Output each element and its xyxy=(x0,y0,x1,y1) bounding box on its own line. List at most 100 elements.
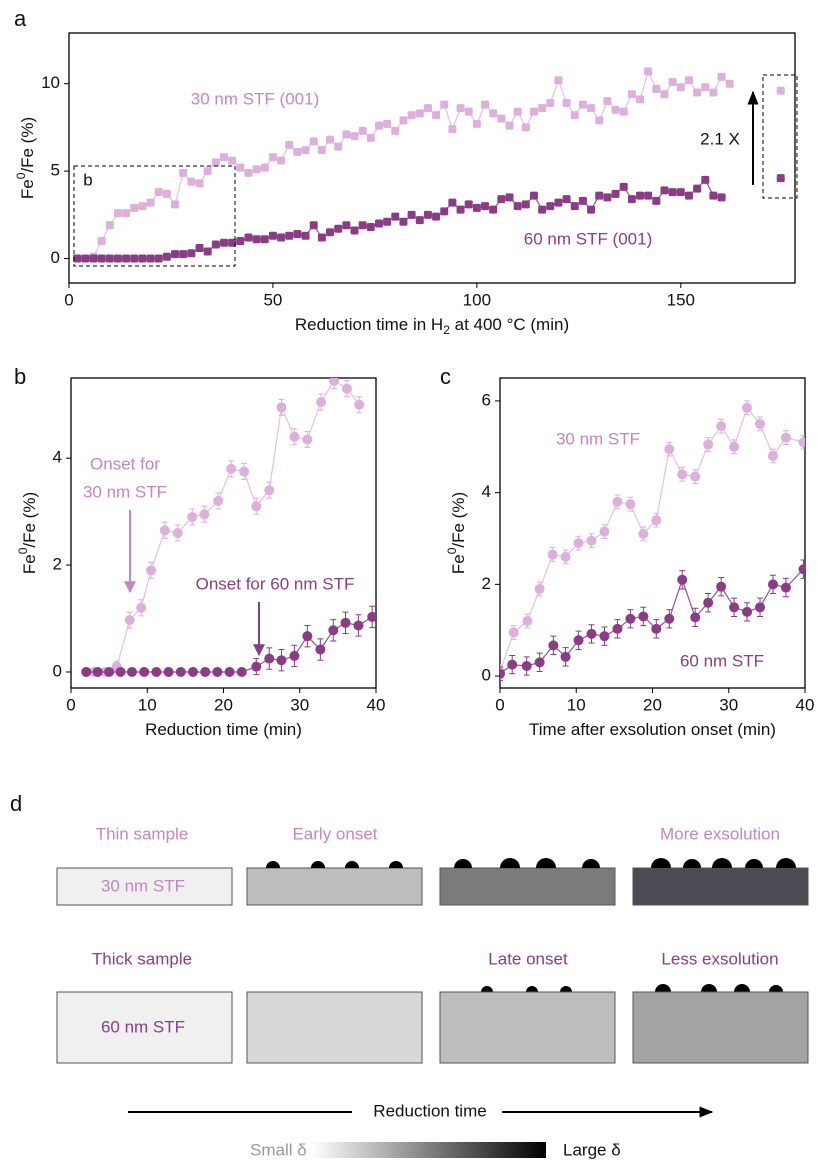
film xyxy=(56,991,233,1064)
data-point xyxy=(489,109,498,118)
summary-box xyxy=(762,74,798,199)
data-point xyxy=(302,434,313,445)
data-point xyxy=(175,666,186,677)
data-point xyxy=(481,100,490,109)
sample-label: 60 nm STF xyxy=(101,1017,185,1036)
gradient-bar xyxy=(312,1142,546,1158)
data-point xyxy=(464,107,473,116)
data-point xyxy=(780,582,791,593)
y-tick-label: 10 xyxy=(41,73,60,92)
y-label-sup: 0 xyxy=(16,547,30,554)
data-point xyxy=(252,165,261,174)
y-tick-label: 0 xyxy=(53,661,62,680)
data-point xyxy=(562,195,571,204)
data-point xyxy=(92,666,103,677)
y-axis-label: Fe0/Fe (%) xyxy=(14,117,37,199)
data-point xyxy=(690,471,701,482)
x-label-part: at 400 °C (min) xyxy=(450,315,569,334)
film xyxy=(56,867,233,906)
data-point xyxy=(285,231,294,240)
panel-label: b xyxy=(14,364,26,389)
data-point xyxy=(547,549,558,560)
data-point xyxy=(701,83,710,92)
film xyxy=(439,991,616,1064)
data-point xyxy=(340,617,351,628)
data-point xyxy=(780,432,791,443)
data-point xyxy=(277,233,286,242)
data-point xyxy=(277,156,286,165)
x-label-part: Time after exsolution onset (min) xyxy=(529,720,776,739)
annotation: 30 nm STF xyxy=(83,482,167,501)
data-point xyxy=(521,660,532,671)
data-point xyxy=(236,163,245,172)
data-point xyxy=(154,188,163,197)
data-point xyxy=(560,551,571,562)
data-point xyxy=(199,509,210,520)
data-point xyxy=(289,431,300,442)
x-tick-label: 0 xyxy=(66,695,75,714)
data-point xyxy=(717,72,726,81)
data-point xyxy=(554,76,563,85)
y-label-part: Fe xyxy=(449,554,468,574)
data-point xyxy=(684,191,693,200)
data-point xyxy=(554,198,563,207)
data-point xyxy=(415,109,424,118)
y-tick-label: 4 xyxy=(482,482,491,501)
data-point xyxy=(124,615,135,626)
data-point xyxy=(276,402,287,413)
data-point xyxy=(716,421,727,432)
x-tick-label: 50 xyxy=(263,290,282,309)
data-point xyxy=(264,485,275,496)
y-tick-label: 6 xyxy=(482,390,491,409)
data-point xyxy=(315,644,326,655)
data-point xyxy=(644,191,653,200)
data-point xyxy=(668,188,677,197)
data-point xyxy=(188,666,198,677)
data-point xyxy=(162,189,171,198)
x-axis-label: Reduction time (min) xyxy=(145,720,302,739)
data-point xyxy=(302,631,313,642)
data-point xyxy=(636,191,645,200)
data-point xyxy=(366,223,375,232)
data-point xyxy=(113,254,122,263)
film xyxy=(246,991,423,1064)
data-point xyxy=(309,137,318,146)
data-point xyxy=(562,98,571,107)
x-label-sub: 2 xyxy=(443,323,450,337)
panel-label: a xyxy=(14,6,27,31)
data-point xyxy=(651,623,662,634)
data-point xyxy=(472,119,481,128)
data-point xyxy=(546,202,555,211)
series-line xyxy=(86,616,373,673)
data-point xyxy=(252,235,261,244)
data-point xyxy=(122,209,131,218)
data-point xyxy=(211,158,220,167)
data-point xyxy=(560,651,571,662)
data-point xyxy=(423,210,432,219)
y-label-part: /Fe (%) xyxy=(20,492,39,548)
stage-label: Late onset xyxy=(488,949,568,968)
data-point xyxy=(260,163,269,172)
y-label-sup: 0 xyxy=(14,172,28,179)
series-label: 60 nm STF xyxy=(680,651,764,670)
data-point xyxy=(472,203,481,212)
data-point xyxy=(136,602,147,613)
data-point xyxy=(603,97,612,106)
data-point xyxy=(309,221,318,230)
data-point xyxy=(690,612,701,623)
data-point xyxy=(505,121,514,130)
data-point xyxy=(260,235,269,244)
data-point xyxy=(676,188,685,197)
data-point xyxy=(798,437,805,448)
series-line xyxy=(500,406,804,672)
data-point xyxy=(285,140,294,149)
data-point xyxy=(301,146,310,155)
data-point xyxy=(105,221,114,230)
data-point xyxy=(481,202,490,211)
data-point xyxy=(612,623,623,634)
data-point xyxy=(187,177,196,186)
data-point xyxy=(219,238,228,247)
data-point xyxy=(276,655,287,666)
annotation: Onset for xyxy=(90,454,160,473)
